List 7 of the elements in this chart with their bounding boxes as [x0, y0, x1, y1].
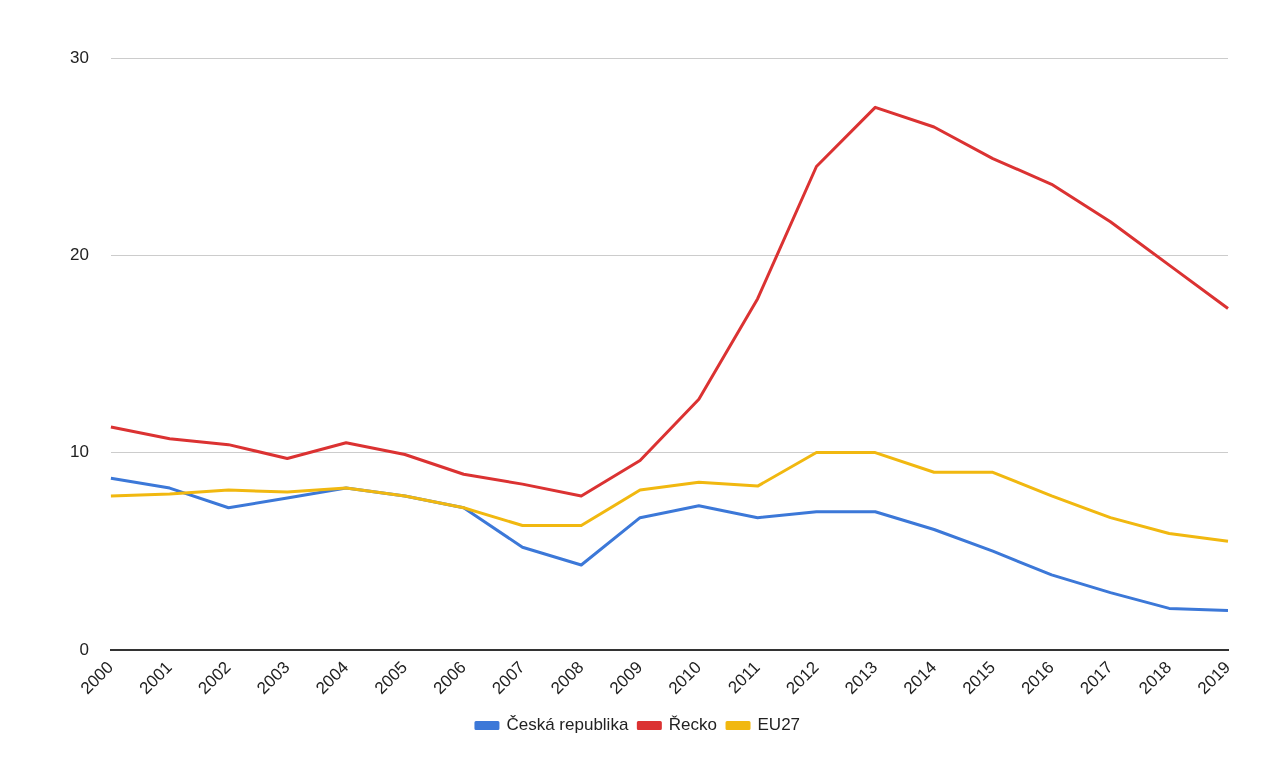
- y-tick-label: 0: [79, 639, 89, 659]
- y-tick-label: 20: [69, 244, 89, 264]
- legend-label: Řecko: [668, 715, 718, 735]
- y-tick-label: 30: [69, 47, 89, 67]
- legend-label: Česká republika: [506, 715, 629, 735]
- legend-label: EU27: [757, 715, 801, 735]
- y-tick-label: 10: [69, 442, 89, 462]
